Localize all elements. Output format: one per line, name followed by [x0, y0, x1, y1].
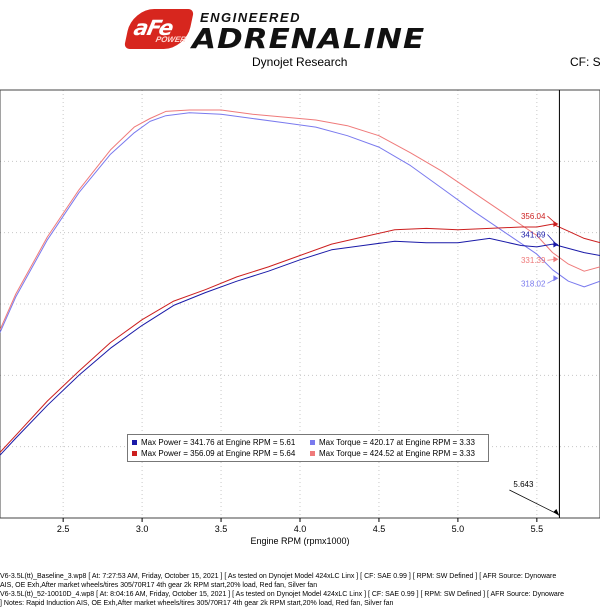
x-tick-label: 3.5 — [215, 524, 228, 534]
chart-subtitle: Dynojet Research — [252, 55, 348, 69]
footer-line: AIS, OE Exh,After market wheels/tires 30… — [0, 582, 318, 589]
x-tick-label: 4.5 — [373, 524, 386, 534]
legend-item-intake-torque: Max Torque = 424.52 at Engine RPM = 3.33 — [310, 449, 475, 458]
brand-logo: aFe POWER ENGINEERED ADRENALINE — [123, 6, 468, 55]
legend: Max Power = 341.76 at Engine RPM = 5.61 … — [127, 434, 489, 462]
cursor-rpm-label: 5.643 — [513, 480, 534, 489]
legend-text: Max Power = 341.76 at Engine RPM = 5.61 — [141, 438, 296, 447]
cursor-readout-arrow — [553, 221, 559, 228]
header: aFe POWER ENGINEERED ADRENALINE Dynojet … — [0, 0, 600, 80]
series-layer — [0, 109, 600, 456]
legend-swatch — [132, 440, 137, 446]
dyno-chart: 2.5 3.0 3.5 4.0 4.5 5.0 5.5 5.643 356.04 341.69 3… — [0, 89, 600, 546]
cursor-readout-value: 356.04 — [521, 212, 546, 221]
logo-wordmark: ADRENALINE — [192, 22, 426, 56]
cursor-pointer-arrow — [553, 509, 560, 516]
cursor-readout-arrow — [553, 241, 559, 248]
cursor-readout-value: 331.39 — [521, 256, 546, 265]
series-line — [0, 223, 600, 453]
tick-layer: 2.5 3.0 3.5 4.0 4.5 5.0 5.5 — [57, 518, 543, 534]
cursor-layer: 5.643 356.04 341.69 331.39 318.02 — [509, 90, 560, 518]
legend-swatch — [310, 440, 315, 446]
badge-subtext: POWER — [154, 35, 187, 44]
series-line — [0, 237, 600, 456]
afe-power-badge: aFe POWER — [123, 9, 195, 49]
legend-item-baseline-power: Max Power = 341.76 at Engine RPM = 5.61 — [132, 438, 295, 447]
x-tick-label: 2.5 — [57, 524, 70, 534]
legend-text: Max Torque = 424.52 at Engine RPM = 3.33 — [319, 449, 475, 458]
legend-text: Max Power = 356.09 at Engine RPM = 5.64 — [141, 449, 296, 458]
legend-item-intake-power: Max Power = 356.09 at Engine RPM = 5.64 — [132, 449, 295, 458]
cursor-readout-arrow — [553, 275, 559, 282]
series-line — [0, 112, 600, 333]
cursor-readout-value: 341.69 — [521, 231, 546, 240]
cursor-readout-value: 318.02 — [521, 279, 546, 288]
correction-factor-label: CF: SA — [570, 55, 600, 69]
series-line — [0, 109, 600, 330]
x-tick-label: 5.0 — [452, 524, 465, 534]
legend-text: Max Torque = 420.17 at Engine RPM = 3.33 — [319, 438, 475, 447]
x-tick-label: 5.5 — [531, 524, 544, 534]
cursor-pointer-line — [509, 489, 558, 515]
footer-line: V6-3.5L(tt)_Baseline_3.wp8 [ At: 7:27:53… — [0, 573, 557, 580]
run-notes-footer: V6-3.5L(tt)_Baseline_3.wp8 [ At: 7:27:53… — [0, 572, 600, 608]
legend-swatch — [132, 451, 137, 457]
footer-line: ] Notes: Rapid Induction AIS, OE Exh,Aft… — [0, 600, 394, 607]
footer-line: V6-3.5L(tt)_52-10010D_4.wp8 [ At: 8:04:1… — [0, 591, 565, 598]
legend-swatch — [310, 451, 315, 457]
x-axis-title: Engine RPM (rpmx1000) — [250, 536, 349, 546]
logo-tagline: ENGINEERED — [200, 10, 301, 25]
x-tick-label: 3.0 — [136, 524, 149, 534]
legend-item-baseline-torque: Max Torque = 420.17 at Engine RPM = 3.33 — [310, 438, 475, 447]
cursor-readout-arrow — [553, 256, 559, 263]
x-tick-label: 4.0 — [294, 524, 307, 534]
